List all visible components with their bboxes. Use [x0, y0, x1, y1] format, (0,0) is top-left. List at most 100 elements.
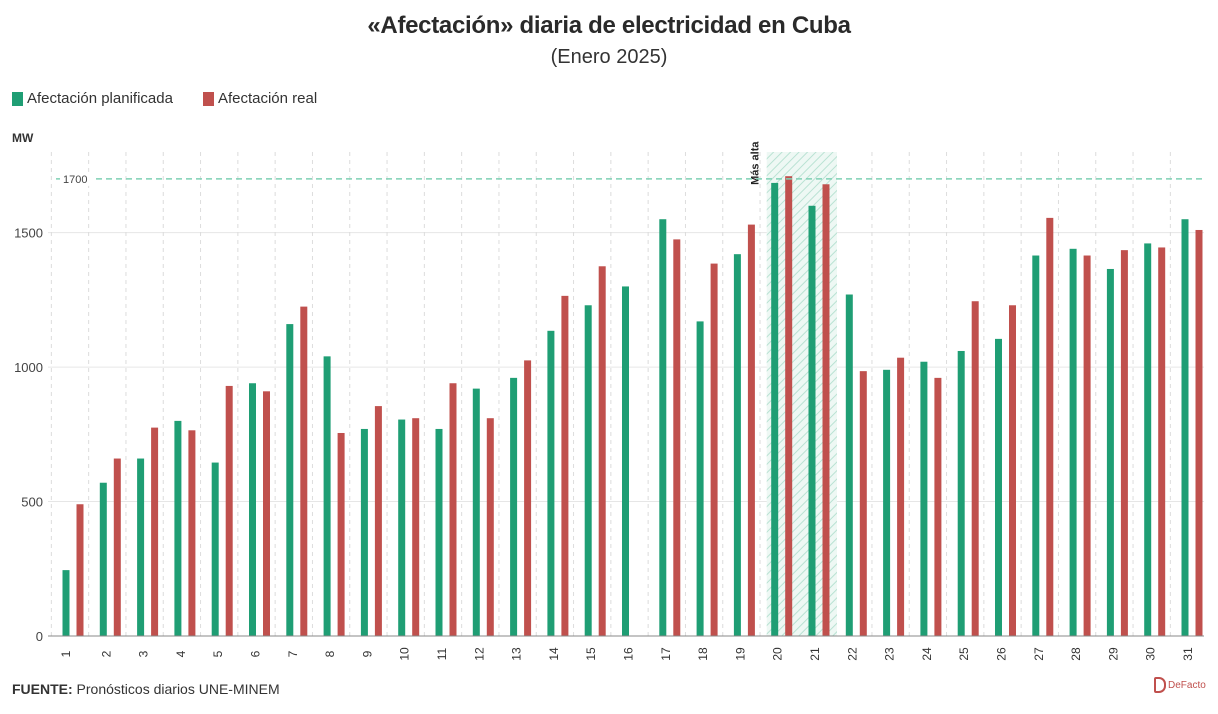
source-note: FUENTE: Pronósticos diarios UNE-MINEM: [12, 681, 280, 697]
bar-real: [76, 504, 84, 636]
bar-planned: [1144, 243, 1152, 636]
bar-planned: [659, 219, 667, 636]
bar-real: [971, 301, 979, 636]
x-tick-label: 6: [249, 650, 263, 657]
bar-planned: [510, 377, 518, 636]
y-axis-unit: MW: [12, 131, 34, 145]
bar-real: [822, 184, 830, 636]
bar-planned: [845, 294, 853, 636]
legend-label-planned: Afectación planificada: [27, 90, 173, 107]
bar-real: [1195, 229, 1203, 636]
x-tick-label: 15: [584, 647, 598, 661]
bar-real: [263, 391, 270, 636]
bar-planned: [696, 321, 704, 636]
bar-planned: [137, 458, 145, 636]
bar-real: [1158, 247, 1166, 636]
x-tick-label: 23: [883, 647, 897, 661]
bar-real: [225, 385, 233, 636]
legend-swatch-real: [202, 91, 214, 106]
x-tick-label: 10: [398, 647, 412, 661]
bar-planned: [1069, 248, 1077, 637]
y-tick-label: 1000: [14, 360, 43, 375]
x-tick-label: 9: [360, 650, 374, 657]
bar-real: [598, 266, 606, 636]
bar-planned: [771, 182, 779, 636]
x-tick-label: 12: [472, 647, 486, 661]
bar-real: [1009, 305, 1016, 636]
bar-planned: [808, 205, 816, 636]
legend-label-real: Afectación real: [217, 90, 318, 107]
bar-real: [113, 458, 121, 636]
x-tick-label: 1: [59, 650, 73, 657]
x-tick-label: 17: [659, 647, 673, 661]
x-tick-label: 2: [99, 650, 113, 657]
annotation-label: Más alta: [750, 141, 762, 185]
x-tick-label: 7: [286, 650, 300, 657]
chart-subtitle: (Enero 2025): [550, 46, 668, 68]
reference-label: 1700: [63, 174, 87, 186]
bar-real: [337, 432, 345, 636]
bar-real: [785, 176, 793, 636]
x-tick-label: 5: [211, 650, 225, 657]
reference-label-bg: [60, 171, 92, 186]
bar-real: [486, 418, 494, 636]
legend-item-planned[interactable]: Afectación planificada: [12, 90, 173, 107]
x-tick-label: 13: [510, 647, 524, 661]
chart-legend: Afectación planificada Afectación real: [12, 90, 317, 107]
x-tick-label: 18: [696, 647, 710, 661]
source-label: FUENTE:: [12, 681, 73, 697]
bar-planned: [1181, 219, 1189, 636]
bar-planned: [174, 420, 182, 636]
bar-planned: [1032, 255, 1040, 636]
bar-planned: [622, 286, 629, 636]
x-tick-label: 8: [323, 650, 337, 657]
bar-planned: [584, 305, 592, 636]
bar-real: [897, 357, 905, 636]
x-tick-label: 27: [1032, 647, 1046, 661]
bar-planned: [99, 482, 107, 636]
x-tick-label: 19: [733, 647, 747, 661]
bar-real: [859, 371, 867, 636]
bar-planned: [733, 254, 741, 636]
y-tick-label: 500: [21, 495, 43, 510]
bar-real: [934, 377, 942, 636]
bar-planned: [286, 324, 294, 636]
bar-planned: [1106, 268, 1114, 636]
bar-real: [747, 224, 755, 636]
y-tick-label: 0: [36, 629, 43, 644]
bar-real: [188, 430, 196, 636]
bar-planned: [883, 369, 891, 636]
legend-swatch-planned: [12, 91, 23, 106]
x-tick-label: 31: [1181, 647, 1195, 661]
bar-real: [710, 263, 718, 636]
bar-planned: [547, 330, 555, 636]
bar-planned: [472, 388, 480, 636]
x-tick-label: 20: [771, 647, 785, 661]
x-tick-label: 28: [1069, 647, 1083, 661]
x-tick-label: 24: [920, 647, 934, 661]
bar-planned: [957, 350, 965, 636]
bar-real: [151, 427, 159, 636]
bar-planned: [62, 570, 70, 636]
x-tick-label: 21: [808, 647, 822, 661]
bar-real: [412, 418, 420, 636]
source-text: Pronósticos diarios UNE-MINEM: [72, 681, 280, 697]
x-tick-label: 25: [957, 647, 971, 661]
bar-planned: [211, 462, 219, 636]
y-tick-label: 1500: [14, 226, 43, 241]
bar-real: [673, 239, 681, 636]
bar-real: [524, 360, 532, 636]
x-tick-label: 14: [547, 647, 561, 661]
defacto-logo: DeFacto: [1154, 677, 1206, 693]
x-tick-label: 4: [174, 650, 188, 657]
bar-real: [561, 295, 569, 636]
bar-planned: [995, 338, 1002, 636]
legend-item-real[interactable]: Afectación real: [202, 90, 318, 107]
bar-planned: [435, 428, 443, 636]
x-tick-label: 26: [995, 647, 1009, 661]
x-tick-label: 3: [137, 650, 151, 657]
x-tick-label: 16: [622, 647, 636, 661]
chart-title: «Afectación» diaria de electricidad en C…: [367, 12, 851, 39]
bar-planned: [920, 361, 928, 636]
bar-planned: [249, 383, 256, 636]
